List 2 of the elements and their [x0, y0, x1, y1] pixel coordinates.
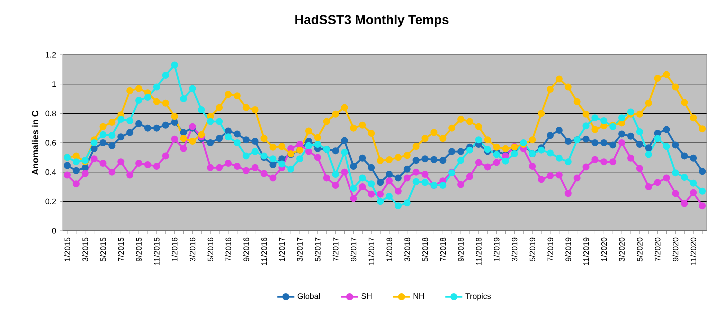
y-axis-title: Anomalies in C	[32, 110, 39, 176]
chart-title: HadSST3 Monthly Temps	[296, 14, 449, 28]
